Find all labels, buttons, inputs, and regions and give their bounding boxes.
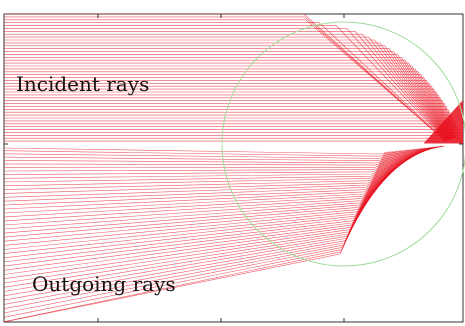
- incident-ray: [4, 88, 452, 140]
- incident-ray: [4, 103, 453, 139]
- outgoing-ray: [3, 150, 399, 284]
- frame-ticks: [4, 14, 463, 322]
- incident-rays: [4, 13, 465, 145]
- incident-ray: [4, 106, 453, 139]
- incident-ray: [4, 13, 446, 142]
- outgoing-ray: [3, 149, 408, 254]
- incident-ray: [4, 36, 448, 141]
- incident-ray: [4, 83, 451, 140]
- incident-ray: [4, 28, 447, 141]
- outgoing-ray: [3, 150, 403, 271]
- incident-ray: [4, 42, 448, 141]
- incident-ray: [4, 45, 448, 141]
- focus-spot: [423, 100, 463, 144]
- incident-ray: [4, 74, 450, 140]
- incident-ray: [4, 129, 459, 139]
- outgoing-rays-label: Outgoing rays: [32, 272, 176, 296]
- outgoing-rays: [3, 145, 446, 323]
- outgoing-ray: [3, 149, 412, 242]
- incident-ray: [4, 54, 449, 141]
- incident-ray: [4, 31, 447, 141]
- outgoing-ray: [3, 149, 410, 250]
- incident-ray: [4, 51, 449, 141]
- outgoing-ray: [3, 149, 407, 259]
- incident-ray: [4, 19, 446, 142]
- outgoing-ray: [3, 148, 415, 234]
- outgoing-ray: [3, 145, 446, 155]
- incident-ray: [4, 57, 449, 141]
- outgoing-ray: [3, 151, 386, 323]
- incident-ray: [4, 25, 447, 141]
- incident-ray: [4, 123, 457, 139]
- incident-ray: [4, 22, 446, 142]
- incident-rays-label: Incident rays: [16, 72, 149, 96]
- outgoing-ray: [3, 148, 420, 218]
- outgoing-ray: [3, 148, 414, 238]
- incident-ray: [4, 97, 452, 140]
- outgoing-ray: [3, 147, 431, 187]
- outgoing-ray: [3, 149, 411, 246]
- incident-ray: [4, 16, 446, 142]
- outgoing-ray: [3, 150, 402, 275]
- incident-ray: [4, 48, 448, 141]
- incident-ray: [4, 135, 461, 139]
- incident-ray: [4, 68, 450, 140]
- incident-ray: [4, 62, 450, 141]
- incident-ray: [4, 111, 453, 139]
- outgoing-ray: [3, 149, 406, 263]
- incident-ray: [4, 39, 448, 141]
- incident-ray: [4, 77, 451, 140]
- incident-ray: [4, 80, 451, 140]
- outgoing-ray: [3, 150, 400, 280]
- outgoing-ray: [3, 150, 398, 288]
- incident-ray: [4, 59, 449, 141]
- outgoing-ray: [3, 149, 404, 267]
- incident-ray: [4, 33, 447, 141]
- incident-ray: [4, 137, 463, 142]
- incident-ray: [4, 71, 450, 140]
- incident-ray: [4, 65, 450, 140]
